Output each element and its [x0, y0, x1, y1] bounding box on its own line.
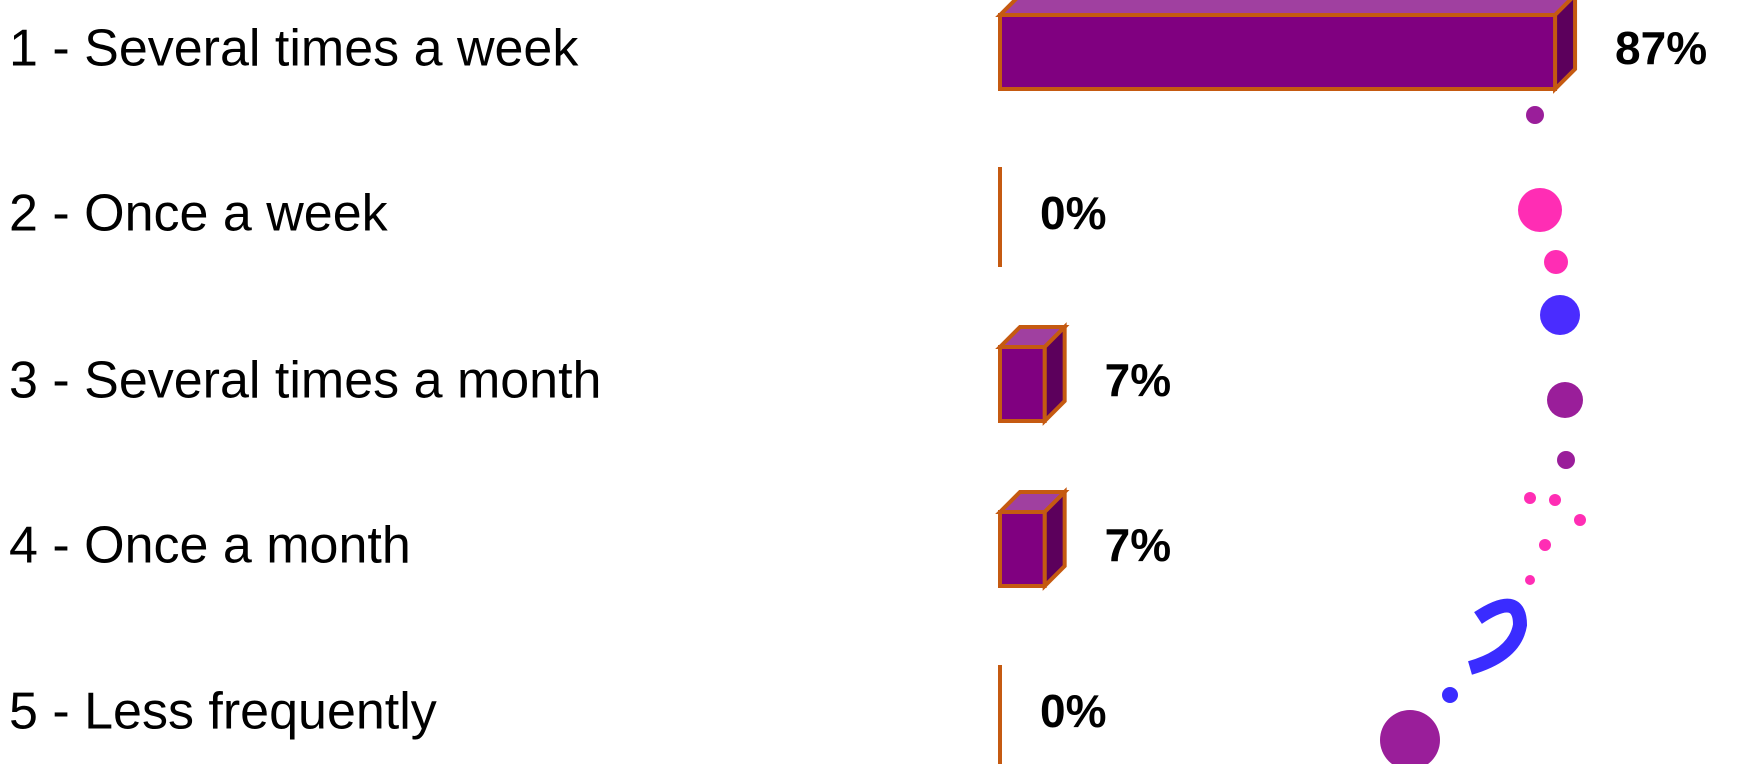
bar	[1000, 492, 1065, 586]
bar	[1000, 0, 1575, 89]
bar-top	[1000, 0, 1575, 15]
category-label: 4 - Once a month	[9, 517, 411, 575]
chart: 1 - Several times a week 87% 2 - Once a we…	[0, 0, 1746, 764]
decoration	[1380, 106, 1586, 764]
category-label: 5 - Less frequently	[9, 683, 437, 741]
value-label: 0%	[1040, 187, 1106, 239]
bar-front	[1000, 347, 1045, 421]
value-label: 0%	[1040, 685, 1106, 737]
page: 1 - Several times a week 87% 2 - Once a we…	[0, 0, 1746, 764]
value-label: 87%	[1615, 22, 1707, 74]
value-label: 7%	[1105, 354, 1171, 406]
value-label: 7%	[1105, 519, 1171, 571]
bar	[1000, 327, 1065, 421]
bar-side	[1555, 0, 1575, 89]
bar-front	[1000, 512, 1045, 586]
bar-front	[1000, 15, 1555, 89]
category-label: 3 - Several times a month	[9, 352, 601, 410]
category-label: 1 - Several times a week	[9, 20, 579, 78]
category-label: 2 - Once a week	[9, 185, 389, 243]
